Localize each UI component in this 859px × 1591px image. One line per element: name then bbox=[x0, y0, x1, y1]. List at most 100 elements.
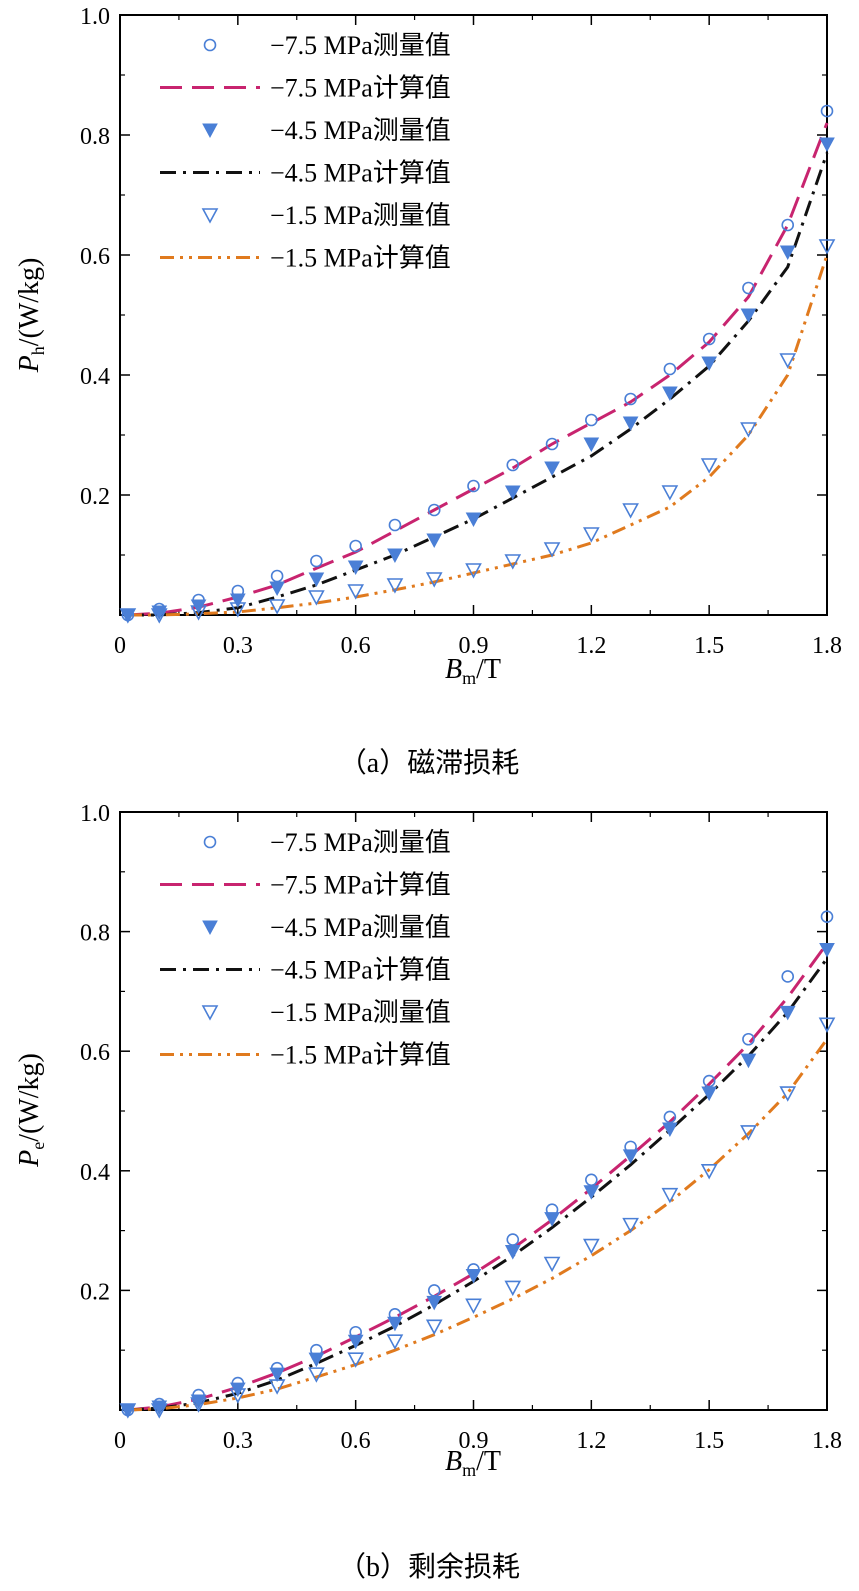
axis-ticks: 0 0.3 0.6 0.9 1.2 1.5 1.8 0.2 0.4 0.6 0.8 1.0 bbox=[80, 4, 842, 659]
data-point-s4-11 bbox=[543, 542, 561, 558]
legend-label: −4.5 MPa计算值 bbox=[270, 159, 451, 188]
legend-label: −4.5 MPa测量值 bbox=[270, 116, 451, 145]
legend: −7.5 MPa测量值 −7.5 MPa计算值 −4.5 MPa测量值 −4.5 MP… bbox=[160, 828, 451, 1070]
data-point-s0-9 bbox=[467, 479, 480, 493]
y-tick-label: 0.8 bbox=[80, 921, 110, 947]
data-point-s0-18 bbox=[820, 910, 834, 923]
data-point-s2-14 bbox=[662, 386, 678, 402]
data-point-s2-9 bbox=[465, 1268, 482, 1284]
data-point-s4-2 bbox=[190, 605, 207, 621]
legend: −7.5 MPa测量值 −7.5 MPa计算值 −4.5 MPa测量值 −4.5 MP… bbox=[160, 31, 451, 273]
data-point-s4-8 bbox=[425, 1319, 443, 1335]
x-tick-label: 0 bbox=[114, 1428, 126, 1454]
data-point-s0-7 bbox=[388, 518, 402, 532]
legend-label: −1.5 MPa计算值 bbox=[270, 244, 451, 273]
x-axis-label-rest: /T bbox=[476, 1446, 501, 1477]
data-point-s2-17 bbox=[779, 245, 796, 261]
data-point-s2-4 bbox=[269, 1367, 285, 1383]
data-point-s4-16 bbox=[740, 1125, 757, 1141]
y-tick-label: 1.0 bbox=[80, 801, 110, 827]
data-point-s2-7 bbox=[387, 1316, 403, 1332]
data-point-s0-15 bbox=[702, 332, 716, 346]
data-point-s4-9 bbox=[465, 1298, 482, 1315]
x-tick-label: 1.2 bbox=[576, 1428, 606, 1454]
data-point-s2-15 bbox=[701, 1086, 718, 1102]
data-point-s4-15 bbox=[700, 1164, 718, 1180]
y-axis-label-main: P bbox=[14, 355, 45, 373]
data-point-s2-5 bbox=[308, 572, 325, 588]
legend-label: −7.5 MPa测量值 bbox=[270, 31, 451, 60]
y-axis-label-rest: /(W/kg) bbox=[14, 1053, 45, 1142]
x-tick-label: 1.8 bbox=[812, 1428, 842, 1454]
caption-b: （b）剩余损耗 bbox=[338, 1551, 520, 1583]
series-line-1 bbox=[127, 122, 829, 617]
data-point-s2-12 bbox=[583, 1185, 600, 1200]
data-point-s2-10 bbox=[504, 1245, 521, 1260]
data-point-s0-13 bbox=[624, 392, 637, 406]
legend-label: −7.5 MPa计算值 bbox=[270, 871, 451, 900]
data-point-s4-11 bbox=[543, 1256, 561, 1273]
chart-panel-a: 0 0.3 0.6 0.9 1.2 1.5 1.8 0.2 0.4 0.6 0.8 1.0 −7.5 … bbox=[14, 4, 842, 779]
data-point-s2-16 bbox=[740, 308, 757, 324]
x-axis-label-sub: m bbox=[462, 668, 476, 688]
data-point-s2-13 bbox=[622, 1149, 639, 1164]
y-tick-label: 0.8 bbox=[80, 124, 110, 150]
legend-swatch-marker bbox=[203, 835, 217, 849]
data-point-s4-5 bbox=[308, 1367, 325, 1383]
data-point-s2-7 bbox=[387, 548, 403, 564]
x-axis-label-rest: /T bbox=[476, 654, 501, 685]
legend-label: −7.5 MPa测量值 bbox=[270, 828, 451, 857]
axis-ticks: 0 0.3 0.6 0.9 1.2 1.5 1.8 0.2 0.4 0.6 0.8 1.0 bbox=[80, 801, 842, 1454]
data-point-s2-17 bbox=[779, 1005, 796, 1021]
legend-label: −7.5 MPa计算值 bbox=[270, 74, 451, 103]
series-line-3 bbox=[127, 957, 829, 1412]
x-tick-label: 0.6 bbox=[341, 633, 371, 659]
data-point-s2-11 bbox=[544, 461, 560, 477]
data-point-s4-7 bbox=[386, 1334, 404, 1350]
data-point-s4-12 bbox=[582, 527, 600, 543]
data-point-s4-1 bbox=[150, 1403, 168, 1419]
data-point-s2-14 bbox=[662, 1122, 678, 1137]
legend-swatch-marker bbox=[202, 920, 218, 936]
data-point-s4-16 bbox=[740, 422, 757, 438]
data-point-s0-6 bbox=[349, 539, 362, 553]
x-tick-label: 0 bbox=[114, 633, 126, 659]
data-point-s2-9 bbox=[465, 512, 482, 528]
data-point-s0-14 bbox=[663, 362, 677, 376]
data-point-s2-5 bbox=[308, 1352, 325, 1368]
x-tick-label: 0.6 bbox=[341, 1428, 371, 1454]
data-point-s0-5 bbox=[310, 554, 323, 568]
y-tick-label: 0.6 bbox=[80, 244, 110, 270]
data-point-s2-18 bbox=[819, 943, 835, 958]
data-point-s2-3 bbox=[229, 593, 246, 609]
data-point-s4-0 bbox=[119, 608, 137, 624]
data-point-s2-6 bbox=[347, 1334, 364, 1350]
caption-a: （a）磁滞损耗 bbox=[339, 747, 519, 779]
data-point-s0-10 bbox=[506, 1233, 520, 1246]
x-axis-label: Bm/T bbox=[445, 1446, 501, 1480]
data-point-s0-17 bbox=[781, 970, 795, 983]
x-tick-label: 1.2 bbox=[576, 633, 606, 659]
data-point-s0-11 bbox=[545, 437, 559, 451]
legend-swatch-marker bbox=[203, 38, 217, 52]
data-point-s4-4 bbox=[268, 599, 286, 615]
data-point-s4-18 bbox=[818, 1017, 836, 1033]
x-tick-label: 0.3 bbox=[223, 1428, 253, 1454]
x-tick-label: 1.8 bbox=[812, 633, 842, 659]
data-point-s0-18 bbox=[820, 104, 834, 118]
data-point-s4-17 bbox=[779, 353, 797, 369]
x-axis-label-sub: m bbox=[462, 1460, 476, 1480]
data-point-s4-0 bbox=[119, 1403, 137, 1419]
data-point-s2-11 bbox=[544, 1212, 560, 1227]
data-point-s0-10 bbox=[506, 458, 520, 472]
data-point-s4-12 bbox=[582, 1238, 600, 1255]
data-point-s2-6 bbox=[347, 560, 364, 576]
x-tick-label: 1.5 bbox=[694, 633, 724, 659]
data-point-s4-5 bbox=[308, 590, 325, 606]
x-tick-label: 1.5 bbox=[694, 1428, 724, 1454]
data-point-s4-13 bbox=[622, 503, 639, 519]
data-point-s2-10 bbox=[504, 485, 521, 501]
data-point-s2-12 bbox=[583, 437, 600, 453]
data-point-s4-9 bbox=[465, 563, 482, 579]
